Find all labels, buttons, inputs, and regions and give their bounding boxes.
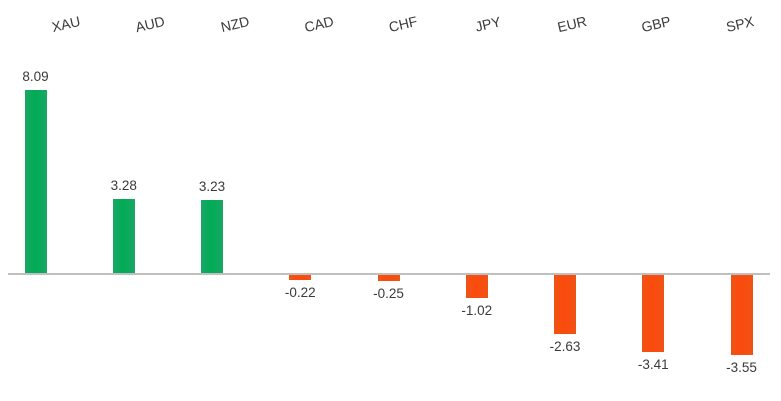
value-label-spx: -3.55: [726, 360, 757, 375]
bar-chf: [377, 275, 400, 281]
bar-spx: [730, 275, 753, 355]
zero-axis-line: [8, 273, 770, 275]
value-label-chf: -0.25: [373, 286, 404, 301]
category-label-eur: EUR: [555, 12, 588, 36]
bar-jpy: [465, 275, 488, 298]
category-label-cad: CAD: [302, 12, 336, 36]
category-label-chf: CHF: [387, 12, 420, 36]
bar-nzd: [201, 200, 223, 273]
value-label-jpy: -1.02: [461, 303, 493, 318]
bar-gbp: [642, 275, 665, 352]
bar-eur: [554, 275, 576, 334]
value-label-nzd: 3.23: [198, 179, 226, 194]
category-label-aud: AUD: [134, 12, 167, 36]
bar-cad: [289, 275, 312, 280]
category-label-gbp: GBP: [639, 12, 673, 36]
value-label-xau: 8.09: [22, 69, 49, 84]
category-label-xau: XAU: [50, 12, 82, 36]
value-label-eur: -2.63: [549, 339, 581, 354]
category-label-jpy: JPY: [473, 13, 502, 35]
bar-xau: [24, 90, 47, 273]
value-label-cad: -0.22: [284, 285, 316, 300]
bar-aud: [112, 199, 135, 273]
value-label-aud: 3.28: [110, 178, 137, 193]
category-label-spx: SPX: [724, 13, 756, 35]
category-label-nzd: NZD: [218, 12, 251, 36]
value-label-gbp: -3.41: [637, 357, 669, 372]
